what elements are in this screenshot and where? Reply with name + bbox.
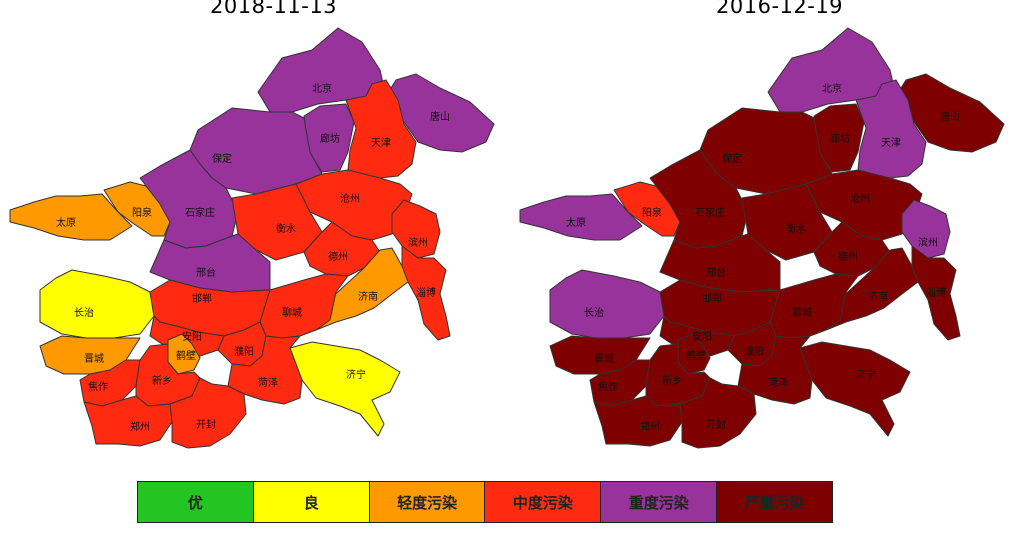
left-city-label-18: 安阳 — [182, 330, 202, 343]
right-city-label-1: 唐山 — [940, 110, 960, 123]
right-city-label-13: 淄博 — [926, 286, 946, 299]
legend: 优 良 轻度污染 中度污染 重度污染 严重污染 — [137, 481, 833, 523]
left-city-label-13: 淄博 — [416, 286, 436, 299]
right-region-6 — [613, 181, 681, 237]
legend-item-heavy: 重度污染 — [601, 482, 718, 522]
legend-item-light: 轻度污染 — [369, 482, 486, 522]
legend-item-excellent: 优 — [138, 482, 254, 522]
left-region-6 — [103, 181, 171, 237]
right-city-label-17: 聊城 — [792, 306, 812, 319]
left-city-label-26: 郑州 — [130, 420, 150, 433]
right-region-8 — [649, 149, 749, 249]
right-region-22 — [799, 341, 911, 437]
right-city-label-20: 鹤壁 — [686, 349, 706, 362]
right-city-label-3: 天津 — [881, 137, 901, 149]
legend-item-moderate: 中度污染 — [485, 482, 602, 522]
left-city-label-27: 开封 — [196, 418, 216, 431]
left-city-label-5: 沧州 — [340, 192, 360, 205]
right-city-label-23: 焦作 — [598, 380, 618, 393]
left-city-label-21: 濮阳 — [234, 345, 254, 358]
right-city-label-25: 菏泽 — [768, 377, 788, 389]
left-city-label-2: 廊坊 — [320, 132, 340, 145]
left-city-label-9: 衡水 — [276, 223, 296, 235]
left-city-label-19: 晋城 — [84, 353, 104, 365]
right-city-label-26: 郑州 — [640, 420, 660, 433]
left-region-3 — [345, 79, 417, 179]
left-city-label-16: 邯郸 — [192, 292, 212, 305]
left-city-label-3: 天津 — [371, 137, 391, 149]
left-city-label-24: 新乡 — [152, 374, 172, 387]
map-title-left: 2018-11-13 — [210, 0, 338, 18]
left-city-label-4: 保定 — [212, 152, 232, 165]
left-region-22 — [289, 341, 401, 437]
left-city-label-25: 菏泽 — [258, 377, 278, 389]
right-city-label-19: 晋城 — [594, 353, 614, 365]
right-city-label-10: 滨州 — [918, 236, 938, 249]
left-region-25 — [227, 335, 303, 405]
left-city-label-15: 长治 — [74, 306, 94, 319]
right-city-label-8: 石家庄 — [695, 206, 725, 219]
left-city-label-7: 太原 — [56, 216, 76, 229]
left-city-label-12: 邢台 — [196, 266, 216, 279]
left-city-label-22: 济宁 — [346, 368, 366, 381]
left-region-27 — [169, 377, 247, 449]
legend-item-good: 良 — [253, 482, 370, 522]
right-region-15 — [549, 269, 665, 339]
map-title-right: 2016-12-19 — [716, 0, 844, 18]
right-city-label-14: 济南 — [868, 290, 888, 303]
right-city-label-5: 沧州 — [850, 192, 870, 205]
right-city-label-22: 济宁 — [856, 368, 876, 381]
left-city-label-17: 聊城 — [282, 306, 302, 319]
right-city-label-12: 邢台 — [706, 266, 726, 279]
left-city-label-6: 阳泉 — [132, 206, 152, 219]
right-city-label-2: 廊坊 — [830, 132, 850, 145]
left-region-7 — [9, 193, 133, 241]
left-city-label-8: 石家庄 — [185, 206, 215, 219]
right-city-label-18: 安阳 — [692, 330, 712, 343]
right-city-label-6: 阳泉 — [642, 206, 662, 219]
left-city-label-14: 济南 — [358, 290, 378, 303]
left-region-15 — [39, 269, 155, 339]
right-region-7 — [519, 193, 643, 241]
left-city-label-11: 德州 — [328, 250, 348, 263]
left-city-label-23: 焦作 — [88, 380, 108, 393]
right-city-label-11: 德州 — [838, 250, 858, 263]
right-region-25 — [737, 335, 813, 405]
right-city-label-4: 保定 — [722, 152, 742, 165]
right-city-label-27: 开封 — [706, 418, 726, 431]
right-region-1 — [881, 73, 1005, 153]
left-city-label-20: 鹤壁 — [176, 349, 196, 362]
right-city-label-7: 太原 — [566, 216, 586, 229]
left-city-label-1: 唐山 — [430, 110, 450, 123]
left-region-1 — [371, 73, 495, 153]
right-city-label-15: 长治 — [584, 306, 604, 319]
left-region-10 — [391, 199, 441, 259]
left-region-8 — [139, 149, 239, 249]
right-city-label-21: 濮阳 — [744, 345, 764, 358]
right-region-3 — [855, 79, 927, 179]
legend-item-severe: 严重污染 — [717, 482, 832, 522]
right-region-27 — [679, 377, 757, 449]
right-city-label-16: 邯郸 — [702, 292, 722, 305]
right-city-label-24: 新乡 — [662, 374, 682, 387]
right-city-label-9: 衡水 — [786, 223, 806, 235]
left-city-label-10: 滨州 — [408, 236, 428, 249]
left-city-label-0: 北京 — [312, 82, 332, 95]
right-region-10 — [901, 199, 951, 259]
right-city-label-0: 北京 — [822, 82, 842, 95]
